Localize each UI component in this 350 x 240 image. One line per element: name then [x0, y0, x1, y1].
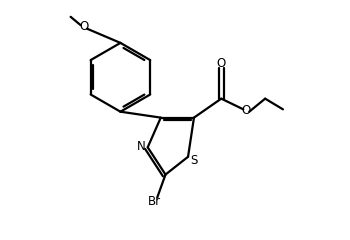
Text: O: O	[217, 57, 226, 70]
Text: O: O	[241, 104, 251, 117]
Text: N: N	[137, 140, 146, 153]
Text: S: S	[190, 154, 198, 167]
Text: O: O	[79, 20, 88, 33]
Text: Br: Br	[148, 195, 161, 208]
